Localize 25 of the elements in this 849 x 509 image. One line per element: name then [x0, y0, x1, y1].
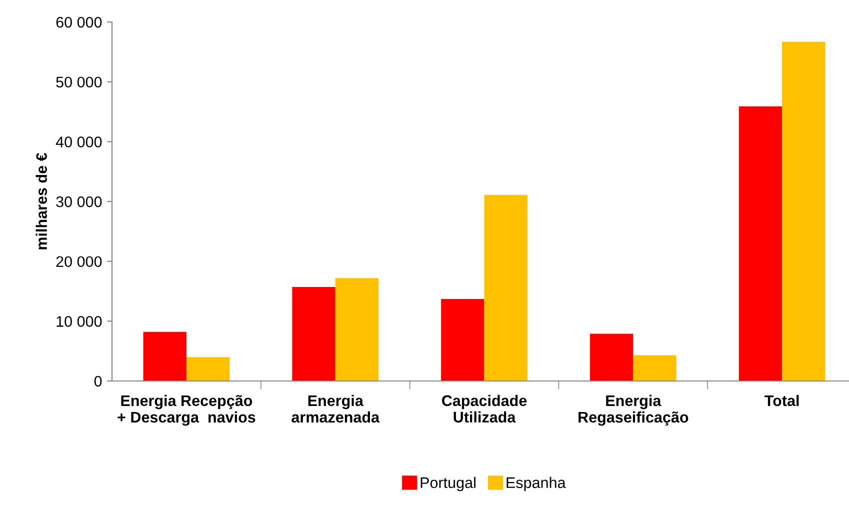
y-tick-label: 40 000 — [56, 136, 102, 148]
x-tick-label: Total — [764, 394, 799, 406]
y-tick-label: 10 000 — [56, 316, 102, 327]
bar — [633, 355, 676, 381]
x-tick-label: Energia Regaseificação — [578, 394, 688, 426]
bar — [782, 42, 826, 381]
bar — [335, 278, 379, 381]
x-tick-label: Capacidade Utilizada — [442, 394, 527, 423]
legend-label: Portugal — [420, 476, 476, 492]
legend-label: Espanha — [506, 476, 566, 492]
y-tick-label: 60 000 — [56, 16, 102, 28]
bar — [484, 194, 528, 381]
x-tick-label: Energia Recepção + Descarga navios — [118, 394, 256, 426]
bar — [143, 332, 186, 381]
bar — [441, 299, 484, 381]
y-tick-label: 30 000 — [56, 196, 102, 208]
y-tick-label: 0 — [94, 376, 102, 387]
bar — [186, 357, 230, 381]
x-tick-label: Energia armazenada — [292, 394, 380, 423]
bar — [738, 106, 782, 381]
bar — [292, 287, 336, 381]
y-tick-label: 20 000 — [56, 256, 102, 268]
y-tick-label: 50 000 — [56, 76, 102, 88]
y-axis-title: milhares de € — [36, 152, 47, 250]
bar — [590, 334, 634, 381]
